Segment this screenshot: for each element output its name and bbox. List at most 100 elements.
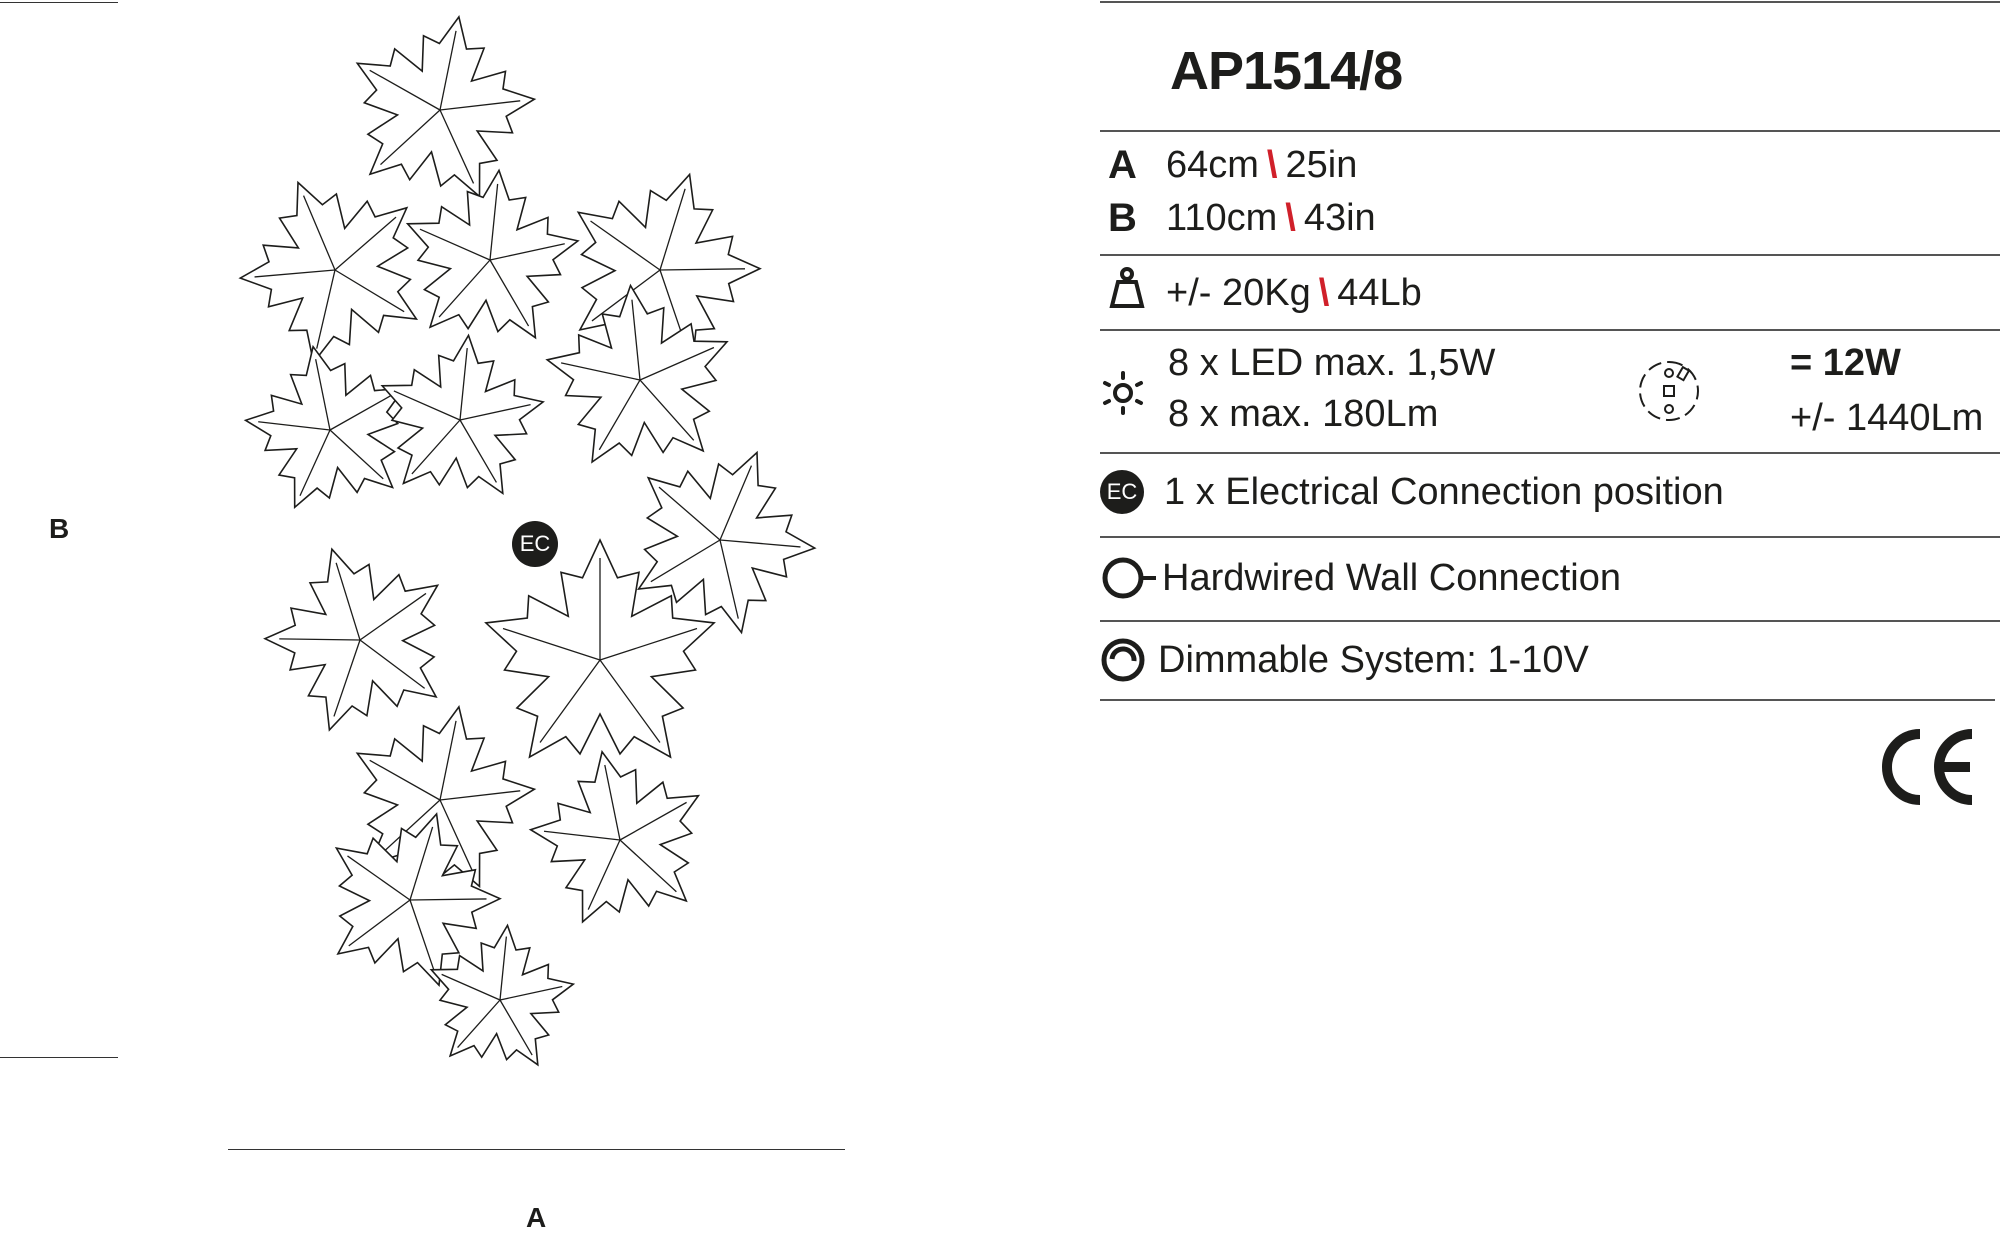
leaf-vein [639,346,715,381]
leaf-vein [439,799,475,874]
leaf-outline [636,450,817,635]
leaf-vein [279,638,361,641]
leaf-vein [369,69,441,111]
separator: \ [1285,197,1296,239]
leaf-outline [545,283,729,464]
leaf-vein [419,228,491,261]
wall-connection-text: Hardwired Wall Connection [1162,556,1622,599]
leaf-vein [499,999,533,1056]
dimension-metric: 64cm [1166,144,1259,186]
leaf-outline [243,344,406,510]
leaf-vein [254,269,336,278]
dimmable-text: Dimmable System: 1-10V [1158,638,1589,681]
led-lumen: 8 x max. 180Lm [1168,393,1439,435]
divider [1100,452,2000,454]
connection-position-row: EC 1 x Electrical Connection position [1100,470,1724,514]
dimension-b-row: B 110cm \ 43in [1100,196,1376,241]
ec-marker: EC [512,521,558,567]
leaf-vein [439,790,521,801]
ec-marker-text: EC [519,531,551,556]
leaf-vein [719,539,739,619]
ce-mark [1880,728,1980,811]
leaf-vein [409,898,487,901]
leaf-outline [429,923,576,1067]
leaf-vein [599,627,698,661]
dimmable-row: Dimmable System: 1-10V [1100,637,1589,683]
leaf-vein [335,562,361,641]
dimension-a-line [228,1149,845,1150]
leaf-vein [631,299,641,381]
leaf-vein [299,429,331,496]
separator: \ [1318,271,1330,314]
dimension-metric: 110cm [1166,197,1278,239]
leaf-vein [539,659,601,743]
dimension-key: A [1108,143,1137,187]
divider [1100,130,2000,132]
dimension-b-bottom-line [0,1057,118,1058]
leaf-outline [238,180,419,365]
leaf-vein [619,801,687,841]
leaf-vein [334,269,405,313]
leaf-vein [347,855,411,901]
leaf-vein [619,839,677,893]
leaf-vein [409,899,436,973]
leaf-vein [604,764,621,841]
leaf-vein [591,269,661,322]
total-power: = 12W [1790,342,1901,384]
separator: \ [1266,144,1278,186]
leaf-vein [302,195,336,271]
leaf-vein [380,109,441,166]
leaf-vein [719,539,801,548]
dimension-a-row: A 64cm \ 25in [1100,143,1357,188]
leaf-vein [359,639,426,689]
leaf-vein [659,188,686,271]
leaf-vein [599,659,661,743]
leaf-vein [359,592,427,641]
leaf-vein [409,826,434,901]
leaf-vein [489,243,565,261]
dimension-imperial: 25in [1285,144,1358,186]
leaf-vein [587,839,621,910]
leaf-vein [457,999,501,1049]
leaf-vein [315,359,331,431]
leaf-vein [639,379,695,441]
leaf-vein [348,899,411,947]
divider [1100,620,2000,622]
leaf-vein [719,465,753,541]
leaf-outline [380,333,545,496]
dimmer-icon [1100,637,1158,683]
leaf-vein [411,419,461,475]
leaf-vein [333,639,361,717]
leaf-vein [459,348,468,421]
leaf-outline [405,168,580,340]
leaf-vein [334,216,397,271]
leaf-vein [258,421,331,431]
leaf-vein [369,759,441,801]
divider [1100,1,2000,3]
ec-icon-text: EC [1100,470,1144,514]
leaf-vein [439,720,457,801]
leaf-vein [489,259,530,327]
leaf-vein [439,30,457,111]
led-module-icon [1638,360,1700,427]
leaf-vein [329,429,384,480]
product-code: AP1514/8 [1170,41,1403,101]
leaf-vein [393,390,461,421]
divider [1100,329,2000,331]
dimension-b-label: B [49,513,70,544]
hardwired-icon [1100,555,1162,601]
leaf-vein [590,220,661,271]
leaf-vein [543,830,621,841]
divider [1100,254,2000,256]
weight-metric: +/- 20Kg [1166,271,1311,314]
wall-connection-row: Hardwired Wall Connection [1100,555,1621,601]
weight-row: +/- 20Kg \ 44Lb [1100,266,1422,320]
leaf-vein [502,627,601,661]
ec-icon: EC [1100,470,1150,514]
leaf-vein [499,985,563,1001]
leaf-vein [329,393,394,431]
dimension-b-top-line [0,2,118,3]
dimension-imperial: 43in [1303,197,1376,239]
leaf-vein [316,269,336,349]
leaf-vein [499,936,508,1001]
